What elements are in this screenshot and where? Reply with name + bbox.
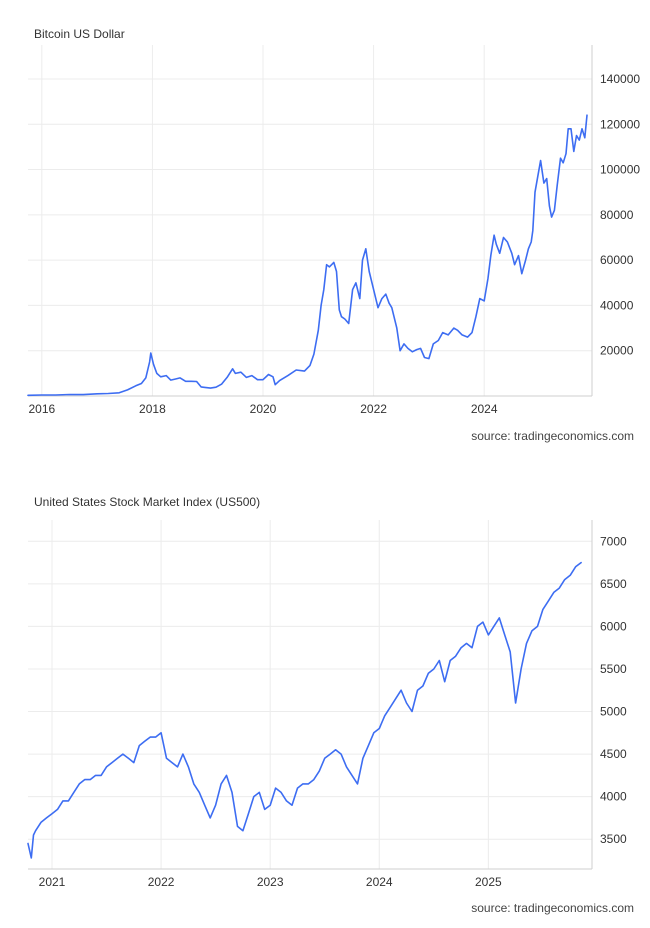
x-tick-label: 2022 [360,402,387,416]
us500-line-chart: 3500 4000 4500 5000 5500 6000 6500 7000 2021 2022… [27,520,627,889]
gridlines [28,520,592,869]
y-tick-label: 5000 [600,705,627,719]
x-tick-label: 2020 [250,402,277,416]
y-tick-label: 7000 [600,534,627,548]
bitcoin-chart-panel: Bitcoin US Dollar 20000 40000 60000 80000 10… [0,0,650,455]
x-tick-label: 2022 [148,875,175,889]
y-tick-label: 20000 [600,344,634,358]
x-tick-label: 2021 [39,875,66,889]
x-tick-label: 2016 [28,402,55,416]
chart-title: United States Stock Market Index (US500) [34,495,261,509]
y-tick-label: 6000 [600,619,627,633]
bitcoin-line-chart: 20000 40000 60000 80000 100000 120000 140000 20… [27,45,640,416]
y-tick-label: 6500 [600,577,627,591]
x-tick-label: 2018 [139,402,166,416]
y-tick-label: 120000 [600,117,640,131]
x-tick-label: 2024 [471,402,498,416]
y-tick-label: 100000 [600,163,640,177]
y-tick-label: 5500 [600,662,627,676]
y-tick-label: 4500 [600,747,627,761]
series-line [27,561,582,859]
y-tick-label: 140000 [600,72,640,86]
y-tick-label: 60000 [600,253,634,267]
us500-chart-panel: United States Stock Market Index (US500)… [0,465,650,928]
series-line [27,114,588,397]
y-tick-label: 80000 [600,208,634,222]
source-label: source: tradingeconomics.com [471,429,634,443]
x-tick-label: 2023 [257,875,284,889]
y-tick-label: 3500 [600,832,627,846]
y-tick-label: 40000 [600,298,634,312]
source-label: source: tradingeconomics.com [471,901,634,915]
x-tick-label: 2025 [475,875,502,889]
chart-title: Bitcoin US Dollar [34,27,125,41]
x-tick-label: 2024 [366,875,393,889]
gridlines [28,45,592,396]
y-tick-label: 4000 [600,790,627,804]
